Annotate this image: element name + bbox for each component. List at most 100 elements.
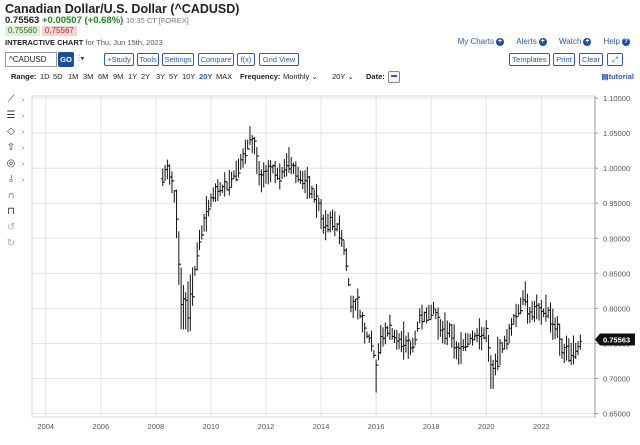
undo-icon: ↺: [6, 222, 16, 233]
y-tick-label: 1.10000: [603, 94, 630, 103]
chart-type-icon[interactable]: ⫶▾: [78, 53, 85, 63]
undo-tool[interactable]: ↺: [4, 220, 30, 236]
plus-icon: +: [538, 37, 547, 46]
y-tick-label: 0.70000: [603, 374, 630, 383]
range-label: Range:: [11, 72, 37, 81]
x-tick-label: 2014: [313, 422, 330, 431]
measure-icon: ⫰: [8, 174, 14, 185]
arrow-icon: ⇧: [6, 142, 16, 153]
y-tick-label: 0.90000: [603, 234, 630, 243]
magnet-icon: ∩: [7, 190, 15, 201]
tools-button[interactable]: Tools: [137, 53, 159, 66]
quote-time: 10:35 CT [FOREX]: [125, 16, 189, 25]
price-change: +0.00507 (+0.68%): [41, 15, 124, 26]
chevron-right-icon: ›: [22, 96, 25, 104]
tutorial-label: tutorial: [608, 72, 634, 81]
range-option-5y[interactable]: 5Y: [169, 72, 179, 81]
range-option-3m[interactable]: 3M: [83, 72, 94, 81]
shape-tool[interactable]: ◇ ›: [4, 124, 30, 140]
print-button[interactable]: Print: [553, 53, 575, 66]
y-tick-label: 0.80000: [603, 304, 630, 313]
my-charts-link[interactable]: My Charts +: [458, 37, 505, 46]
y-tick-label: 0.95000: [603, 199, 630, 208]
x-tick-label: 2010: [203, 422, 220, 431]
range-option-1d[interactable]: 1D: [40, 72, 50, 81]
tutorial-icon: ▤: [601, 72, 609, 81]
range-bar: Range: 1D 5D 1M 3M 6M 9M 1Y 2Y 3Y 5Y 10Y 20Y MAX Fre…: [0, 71, 640, 84]
period-select[interactable]: 20Y ⌄: [332, 72, 354, 81]
fibonacci-tool[interactable]: ☰ ›: [4, 108, 30, 124]
expand-icon[interactable]: ⤢: [607, 53, 623, 66]
range-option-2y[interactable]: 2Y: [141, 72, 151, 81]
range-option-20y[interactable]: 20Y: [199, 72, 213, 81]
page-title: Canadian Dollar/U.S. Dollar (^CADUSD): [5, 2, 240, 16]
settings-button[interactable]: Settings: [162, 53, 194, 66]
chevron-right-icon: ›: [22, 112, 25, 120]
range-option-1y[interactable]: 1Y: [128, 72, 138, 81]
x-tick-label: 2008: [148, 422, 165, 431]
lock-tool[interactable]: ⊓: [4, 204, 30, 220]
fx-button[interactable]: f(x): [237, 53, 255, 66]
lock-icon: ⊓: [7, 206, 15, 217]
quote-line: 0.75563 +0.00507 (+0.68%) 10:35 CT [FORE…: [5, 15, 189, 26]
chevron-right-icon: ›: [22, 144, 25, 152]
frequency-value: Monthly: [283, 72, 310, 81]
date-label: Date:: [366, 72, 385, 81]
plus-icon: +: [583, 37, 592, 46]
x-tick-label: 2006: [92, 422, 109, 431]
grid-view-button[interactable]: Grid View: [259, 53, 299, 66]
range-option-10y[interactable]: 10Y: [182, 72, 196, 81]
alerts-link[interactable]: Alerts +: [516, 37, 547, 46]
calendar-icon[interactable]: [388, 71, 400, 83]
drawing-tools: ⟋ › ☰ › ◇ › ⇧ › ◎ › ⫰ › ∩ ⊓ ↺ ↻: [4, 92, 30, 252]
bid-ask: 0.75560 0.75567: [5, 26, 77, 36]
tutorial-link[interactable]: ▤tutorial: [601, 72, 634, 81]
clear-button[interactable]: Clear: [579, 53, 603, 66]
arrow-tool[interactable]: ⇧ ›: [4, 140, 30, 156]
range-option-max[interactable]: MAX: [216, 72, 233, 81]
frequency-select[interactable]: Monthly ⌄: [283, 72, 318, 81]
x-tick-label: 2018: [423, 422, 440, 431]
redo-icon: ↻: [6, 238, 16, 249]
x-tick-label: 2022: [533, 422, 550, 431]
target-tool[interactable]: ◎ ›: [4, 156, 30, 172]
magnet-tool[interactable]: ∩: [4, 188, 30, 204]
y-tick-label: 0.85000: [603, 269, 630, 278]
last-price: 0.75563: [5, 15, 40, 26]
range-option-1m[interactable]: 1M: [68, 72, 79, 81]
frequency-label: Frequency:: [240, 72, 281, 81]
watch-link[interactable]: Watch +: [558, 37, 592, 46]
chart-label: INTERACTIVE CHART: [5, 38, 84, 47]
plot-area: [31, 95, 596, 418]
range-option-6m[interactable]: 6M: [98, 72, 109, 81]
templates-button[interactable]: Templates: [509, 53, 550, 66]
line-tool[interactable]: ⟋ ›: [4, 92, 30, 108]
y-tick-label: 1.00000: [603, 164, 630, 173]
target-icon: ◎: [6, 158, 16, 169]
study-button[interactable]: +Study: [104, 53, 134, 66]
period-value: 20Y: [332, 72, 346, 81]
top-links: My Charts + Alerts + Watch + Help?: [448, 37, 630, 46]
range-option-9m[interactable]: 9M: [113, 72, 124, 81]
watch-label: Watch: [558, 37, 582, 46]
help-link[interactable]: Help?: [604, 37, 630, 46]
alerts-label: Alerts: [516, 37, 537, 46]
bid-price: 0.75560: [5, 26, 40, 36]
range-option-5d[interactable]: 5D: [53, 72, 63, 81]
help-label: Help: [603, 37, 620, 46]
measure-tool[interactable]: ⫰ ›: [4, 172, 30, 188]
chevron-right-icon: ›: [22, 160, 25, 168]
y-tick-label: 0.65000: [603, 409, 630, 418]
redo-tool[interactable]: ↻: [4, 236, 30, 252]
x-tick-label: 2012: [258, 422, 275, 431]
last-price-label: 0.75563: [603, 335, 630, 344]
chart-date: for Thu, Jun 15th, 2023: [85, 38, 163, 47]
chart-toolbar: GO ⫶▾ +Study Tools Settings Compare f(x)…: [0, 51, 640, 69]
compare-button[interactable]: Compare: [198, 53, 234, 66]
go-button[interactable]: GO: [58, 52, 74, 67]
range-option-3y[interactable]: 3Y: [156, 72, 166, 81]
plus-icon: +: [496, 37, 505, 46]
price-chart[interactable]: 0.650000.700000.750000.800000.850000.900…: [30, 92, 640, 442]
shape-icon: ◇: [7, 126, 15, 137]
symbol-input[interactable]: [5, 52, 57, 67]
